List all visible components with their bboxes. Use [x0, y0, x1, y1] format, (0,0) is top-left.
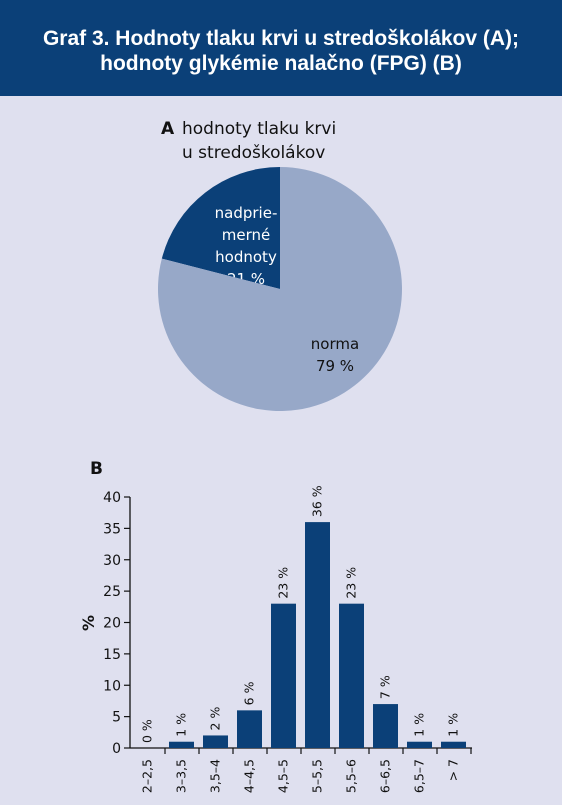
bar	[441, 741, 466, 748]
x-tick-label: 2–2,5	[140, 759, 155, 793]
x-tick-label: 4–4,5	[242, 759, 257, 793]
x-tick-label: 5–5,5	[310, 759, 325, 793]
y-tick-label: 20	[103, 616, 121, 632]
pie-slice-label: hodnoty	[215, 248, 277, 266]
bar	[271, 603, 296, 748]
bar-data-label: 0 %	[140, 719, 155, 743]
y-tick-label: 25	[103, 584, 121, 600]
bar-panel-label: B	[90, 459, 103, 479]
pie-slice	[157, 167, 402, 411]
bar-data-label: 36 %	[310, 485, 325, 517]
pie-slice	[161, 166, 280, 289]
y-tick-label: 40	[103, 490, 121, 506]
y-tick-label: 5	[112, 710, 121, 726]
x-tick-label: 6,5–7	[412, 759, 427, 793]
bar-data-label: 1 %	[174, 713, 189, 737]
x-tick-label: 6–6,5	[378, 759, 393, 793]
bar	[237, 710, 262, 748]
bar	[407, 741, 432, 748]
pie-panel-label: A	[161, 119, 175, 139]
bar	[305, 522, 330, 748]
x-tick-label: 3,5–4	[208, 759, 223, 793]
pie-title-line-1: hodnoty tlaku krvi	[182, 119, 336, 139]
x-tick-label: > 7	[446, 759, 461, 781]
figure-header: Graf 3. Hodnoty tlaku krvi u stredoškolá…	[0, 0, 562, 96]
pie-slice-label: norma	[311, 335, 359, 353]
y-tick-label: 15	[103, 647, 121, 663]
bar	[203, 735, 228, 748]
x-tick-label: 3–3,5	[174, 759, 189, 793]
y-axis-label: %	[79, 615, 98, 631]
bar-data-label: 2 %	[208, 707, 223, 731]
y-tick-label: 35	[103, 521, 121, 537]
bar-data-label: 7 %	[378, 675, 393, 699]
bar-data-label: 1 %	[446, 713, 461, 737]
bar-data-label: 6 %	[242, 681, 257, 705]
pie-title-line-2: u stredoškolákov	[182, 143, 325, 163]
pie-slice-label: nadprie-	[215, 204, 278, 222]
pie-slice-value-label: 79 %	[316, 357, 354, 375]
bar-data-label: 1 %	[412, 713, 427, 737]
bar	[339, 603, 364, 748]
y-tick-label: 0	[112, 741, 121, 757]
pie-slice-label: merné	[222, 226, 270, 244]
figure-title-line-1: Graf 3. Hodnoty tlaku krvi u stredoškolá…	[42, 27, 520, 50]
figure-title-line-2: hodnoty glykémie nalačno (FPG) (B)	[100, 52, 462, 75]
bar-data-label: 23 %	[344, 567, 359, 599]
y-tick-label: 30	[103, 553, 121, 569]
bar	[169, 741, 194, 748]
bar-data-label: 23 %	[276, 567, 291, 599]
y-tick-label: 10	[103, 678, 121, 694]
x-tick-label: 4,5–5	[276, 759, 291, 793]
bar	[373, 704, 398, 748]
x-tick-label: 5,5–6	[344, 759, 359, 793]
